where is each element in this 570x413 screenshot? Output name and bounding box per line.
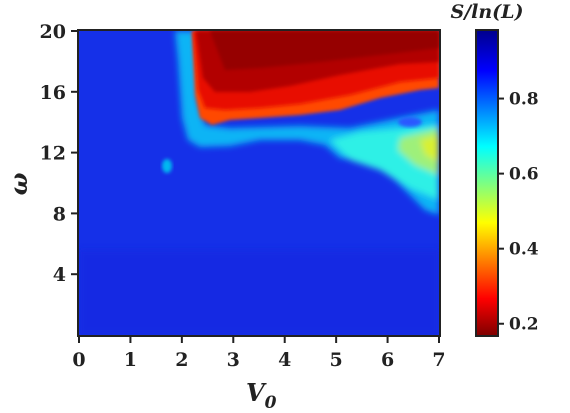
y-tick-label: 8 [53, 203, 66, 225]
y-axis-label: ω [4, 172, 33, 195]
heatmap-spot [162, 159, 172, 173]
heatmap-boundary-region [175, 31, 439, 215]
colorbar-tick-label: 0.8 [509, 90, 539, 110]
y-tick-label: 20 [40, 21, 66, 43]
x-axis: 0 1 2 3 4 5 6 7 [72, 336, 446, 371]
x-tick-label: 6 [381, 349, 394, 371]
colorbar-tick-label: 0.2 [509, 315, 539, 335]
x-tick-label: 2 [175, 349, 188, 371]
colorbar-frame [475, 29, 499, 337]
colorbar-tick-label: 0.6 [509, 165, 539, 185]
colorbar-ticks: 0.2 0.4 0.6 0.8 [498, 90, 539, 335]
heatmap-lower-band [79, 250, 439, 335]
heatmap-localized-region [192, 31, 439, 125]
heatmap-plot [79, 31, 439, 335]
x-tick-label: 3 [227, 349, 240, 371]
x-axis-label-subscript: 0 [265, 393, 277, 413]
x-tick-label: 0 [72, 349, 85, 371]
y-tick-label: 4 [53, 264, 66, 286]
x-tick-label: 5 [330, 349, 343, 371]
y-tick-label: 16 [40, 82, 66, 104]
x-tick-label: 1 [124, 349, 137, 371]
heatmap-spot [398, 117, 422, 127]
x-axis-label: V0 [246, 378, 277, 413]
colorbar-gradient [477, 31, 497, 335]
x-tick-label: 7 [432, 349, 445, 371]
colorbar-tick-label: 0.4 [509, 240, 539, 260]
x-tick-label: 4 [278, 349, 291, 371]
plot-frame [77, 29, 441, 337]
y-tick-label: 12 [40, 143, 66, 165]
y-axis: 4 8 12 16 20 [40, 21, 78, 286]
colorbar-label: S/ln(L) [450, 1, 523, 23]
colorbar: 0.2 0.4 0.6 0.8 S/ln(L) [450, 1, 539, 337]
